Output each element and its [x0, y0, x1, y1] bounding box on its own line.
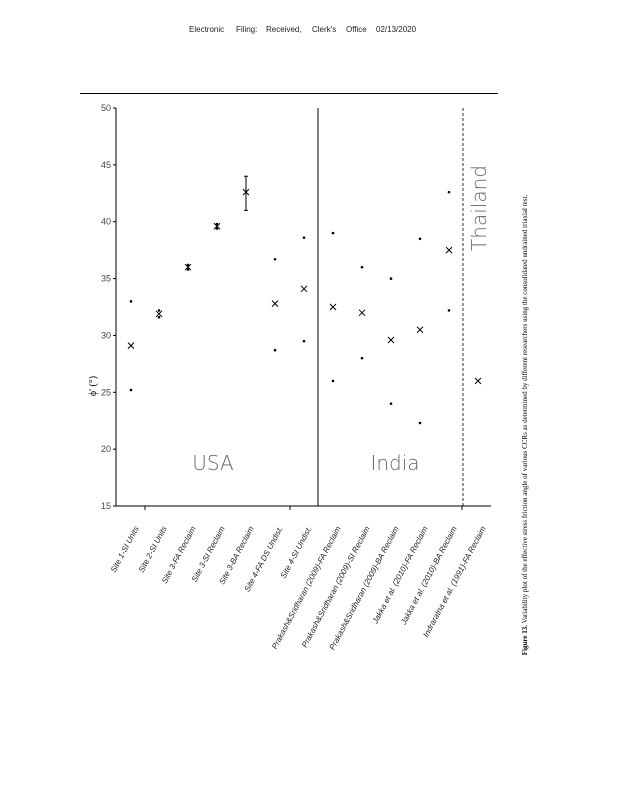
mean-point — [358, 309, 366, 317]
figure-caption-text: Variability plot of the effective stress… — [521, 195, 529, 625]
category-label: Site 1-SI Units — [109, 525, 141, 574]
max-point — [215, 222, 219, 226]
mean-point — [300, 285, 308, 293]
mean-point — [155, 310, 163, 318]
mean-point — [329, 303, 337, 311]
figure-caption-label: Figure 13. — [521, 625, 529, 655]
header-word: Filing: — [236, 25, 258, 34]
header-word: Clerk's — [312, 25, 337, 34]
y-axis-label: ϕ' (°) — [88, 376, 99, 396]
y-tick-label: 35 — [101, 274, 111, 284]
min-point — [360, 356, 364, 360]
mean-point — [416, 326, 424, 334]
mean-point — [213, 222, 221, 230]
mean-point — [184, 263, 192, 271]
min-point — [157, 315, 161, 319]
max-point — [418, 237, 422, 241]
min-point — [389, 402, 393, 405]
min-point — [186, 268, 190, 271]
y-tick-label: 50 — [101, 103, 111, 113]
header-word: Office — [346, 25, 367, 34]
min-point — [273, 348, 277, 352]
mean-point — [127, 342, 135, 350]
max-point — [331, 231, 335, 235]
mean-point — [445, 246, 453, 254]
page-rule — [80, 93, 498, 94]
mean-point — [474, 377, 482, 385]
category-label: Site 2-SI Units — [137, 525, 169, 574]
chart-marks — [127, 175, 482, 425]
category-label: Jakka et al. (2010)-BA Reclaim — [399, 524, 459, 627]
y-tick-label: 15 — [101, 501, 111, 511]
min-point — [447, 309, 451, 312]
min-point — [215, 227, 219, 230]
min-point — [418, 421, 422, 425]
y-tick-label: 40 — [101, 217, 111, 227]
page-header: Electronic Filing: Received, Clerk's Off… — [0, 25, 619, 39]
max-point — [360, 265, 364, 269]
region-label-thailand: Thailand — [467, 165, 491, 251]
category-label: Jakka et al. (2010)-FA Reclaim — [370, 524, 430, 626]
max-point — [186, 263, 190, 267]
y-tick-label: 25 — [101, 387, 111, 397]
header-word: Electronic — [189, 25, 225, 34]
min-point — [302, 339, 306, 343]
header-word: 02/13/2020 — [376, 25, 417, 34]
figure-caption: Figure 13. Variability plot of the effec… — [521, 195, 529, 656]
y-tick-label: 30 — [101, 330, 111, 340]
y-tick-label: 45 — [101, 160, 111, 170]
max-point — [389, 277, 393, 280]
max-point — [129, 300, 133, 303]
max-point — [273, 257, 277, 261]
category-label: Site 4-SI Undist. — [279, 525, 314, 580]
region-label-india: India — [370, 451, 419, 475]
mean-point — [242, 188, 250, 196]
max-point — [302, 236, 306, 239]
mean-point — [387, 336, 395, 344]
min-point — [129, 388, 133, 392]
y-tick-label: 20 — [101, 444, 111, 454]
header-word: Received, — [266, 25, 302, 34]
chart-axes: 15 20 25 30 35 40 45 50 — [101, 103, 491, 511]
mean-point — [271, 300, 279, 307]
region-label-usa: USA — [192, 451, 234, 475]
max-point — [447, 190, 451, 194]
max-point — [157, 309, 161, 312]
category-label: Indraratna et al. (1991)-FA Reclaim — [421, 524, 488, 638]
min-point — [331, 379, 335, 383]
